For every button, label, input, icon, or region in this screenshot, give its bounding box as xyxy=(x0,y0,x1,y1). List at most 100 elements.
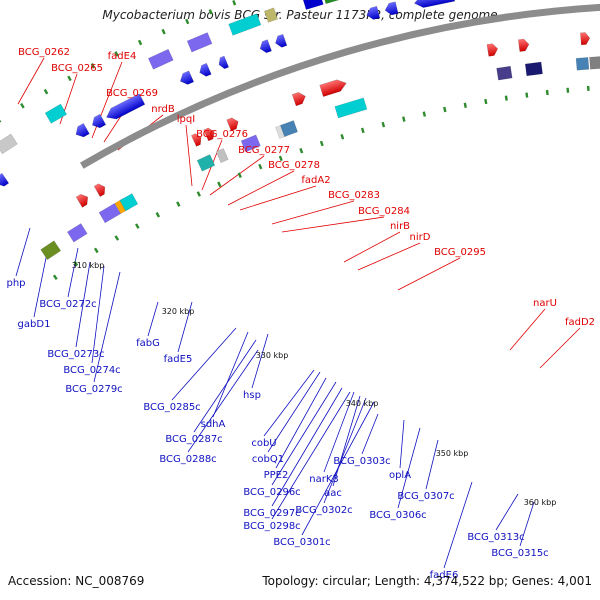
leader-line-rev-13 xyxy=(251,333,269,389)
tick-outer-4 xyxy=(114,235,120,241)
reverse-gene-11 xyxy=(366,5,381,20)
forward-feature-5 xyxy=(119,193,139,212)
leader-line-fwd-9 xyxy=(227,170,295,206)
reverse-gene-7 xyxy=(199,62,212,77)
leader-line-rev-16 xyxy=(275,377,327,469)
forward-gene-8 xyxy=(486,43,499,57)
tick-inner-10 xyxy=(185,18,190,25)
tick-outer-23 xyxy=(504,95,508,101)
reverse-gene-10 xyxy=(275,33,288,48)
leader-line-rev-4 xyxy=(75,261,91,348)
leader-line-rev-11 xyxy=(193,339,257,433)
forward-gene-label-14: nirD xyxy=(410,232,431,243)
leader-line-rev-29 xyxy=(495,493,519,531)
leader-line-rev-19 xyxy=(332,395,361,487)
tick-inner-7 xyxy=(114,51,119,57)
leader-line-fwd-1 xyxy=(17,57,45,105)
tick-outer-11 xyxy=(258,163,263,170)
forward-feature-1-shape xyxy=(40,240,62,260)
forward-gene-6-shape xyxy=(291,92,306,107)
leader-line-fwd-16 xyxy=(509,308,546,351)
tick-outer-9 xyxy=(217,181,222,188)
reverse-gene-label-17: BCG_0296c xyxy=(243,487,300,498)
forward-gene-label-5: nrdB xyxy=(151,104,175,115)
reverse-gene-label-8: fadE5 xyxy=(164,354,193,365)
leader-line-rev-20 xyxy=(271,387,343,507)
leader-line-rev-10 xyxy=(212,331,249,418)
reverse-gene-9 xyxy=(259,39,272,54)
leader-line-rev-21 xyxy=(271,391,351,520)
tick-outer-8 xyxy=(196,191,201,197)
leader-line-fwd-10 xyxy=(239,185,317,211)
leader-line-rev-6 xyxy=(93,271,121,383)
forward-feature-10-shape xyxy=(280,120,298,137)
forward-gene-2-shape xyxy=(93,183,106,197)
kbp-tick-label-1: 310 kbp xyxy=(72,261,105,270)
leader-line-rev-9 xyxy=(171,327,237,401)
forward-feature-14 xyxy=(575,57,590,71)
forward-feature-2 xyxy=(66,223,88,243)
leader-line-fwd-11 xyxy=(271,200,355,225)
tick-inner-4 xyxy=(43,88,49,95)
forward-gene-label-6: lpqI xyxy=(177,114,195,125)
reverse-gene-label-18: narK3 xyxy=(309,474,339,485)
leader-line-rev-27 xyxy=(425,439,439,490)
tick-inner-8 xyxy=(137,39,143,46)
leader-line-fwd-17 xyxy=(539,327,581,369)
forward-gene-7-shape xyxy=(319,79,347,97)
forward-gene-label-16: narU xyxy=(533,298,557,309)
leader-line-rev-15 xyxy=(267,371,321,453)
reverse-feature-1-shape xyxy=(0,133,18,155)
forward-gene-label-17: fadD2 xyxy=(565,317,595,328)
forward-gene-label-2: BCG_0265 xyxy=(51,63,103,74)
tick-outer-25 xyxy=(545,89,549,96)
reverse-gene-3-shape xyxy=(75,122,90,138)
forward-gene-label-15: BCG_0295 xyxy=(434,247,486,258)
forward-feature-13 xyxy=(524,61,543,77)
leader-line-rev-23 xyxy=(323,397,367,504)
accession-text: Accession: NC_008769 xyxy=(8,574,145,588)
leader-line-rev-3 xyxy=(67,247,79,298)
tick-outer-3 xyxy=(93,247,99,254)
forward-gene-5 xyxy=(226,117,239,132)
leader-line-rev-30 xyxy=(519,501,535,547)
forward-feature-7-shape xyxy=(215,148,229,164)
reverse-gene-6 xyxy=(180,70,195,85)
reverse-gene-label-27: BCG_0307c xyxy=(397,491,454,502)
reverse-gene-9-shape xyxy=(259,39,272,54)
reverse-gene-label-16: PPE2 xyxy=(264,470,289,481)
reverse-gene-4-shape xyxy=(92,113,107,129)
reverse-gene-label-5: BCG_0274c xyxy=(63,365,120,376)
reverse-gene-label-29: BCG_0313c xyxy=(467,532,524,543)
reverse-gene-12 xyxy=(384,1,399,16)
tick-outer-24 xyxy=(525,92,529,98)
leader-line-fwd-8 xyxy=(209,155,265,196)
reverse-feature-8-shape xyxy=(322,0,342,4)
reverse-gene-3 xyxy=(75,122,90,138)
reverse-gene-label-3: BCG_0272c xyxy=(39,299,96,310)
map-title: Mycobacterium bovis BCG str. Pasteur 117… xyxy=(102,8,498,22)
reverse-feature-6-shape xyxy=(263,7,279,23)
reverse-gene-label-20: BCG_0297c xyxy=(243,508,300,519)
reverse-feature-1 xyxy=(0,133,18,155)
reverse-gene-10-shape xyxy=(275,33,288,48)
leader-line-fwd-14 xyxy=(357,242,421,271)
forward-feature-12-shape xyxy=(496,65,513,81)
gene-labels: 310 kbp 320 kbp 330 kbp 340 kbp 350 kbp 360 k… xyxy=(6,47,595,581)
forward-feature-3-shape xyxy=(98,203,121,224)
tick-marks xyxy=(0,0,590,280)
reverse-feature-2 xyxy=(44,103,68,124)
kbp-tick-label-3: 330 kbp xyxy=(256,351,289,360)
reverse-gene-label-9: BCG_0285c xyxy=(143,402,200,413)
reverse-feature-5-shape xyxy=(228,13,262,36)
forward-feature-15 xyxy=(589,56,600,70)
leader-line-rev-25 xyxy=(399,419,405,469)
genome-backbone xyxy=(80,3,600,169)
forward-feature-8-shape xyxy=(240,134,261,153)
reverse-gene-label-22: BCG_0301c xyxy=(273,537,330,548)
forward-feature-1 xyxy=(40,240,62,260)
reverse-gene-2-shape xyxy=(0,172,10,187)
reverse-gene-label-12: BCG_0288c xyxy=(159,454,216,465)
reverse-feature-3 xyxy=(147,48,174,70)
